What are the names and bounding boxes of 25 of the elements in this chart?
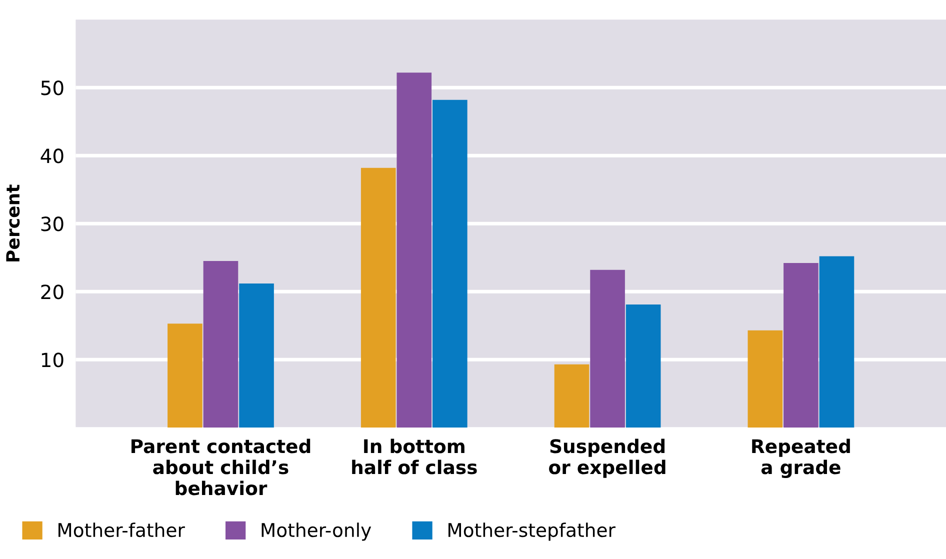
legend-label: Mother-only	[262, 522, 372, 541]
bar	[590, 270, 625, 428]
legend-label: Mother-father	[58, 522, 185, 538]
y-tick-label: 30	[41, 216, 64, 232]
y-tick-label: 10	[42, 352, 64, 368]
y-axis-title: Percent	[6, 184, 20, 262]
bar	[432, 100, 468, 428]
x-tick-label: Parent contacted about child’s behavior	[132, 438, 310, 496]
y-tick-label: 40	[40, 148, 64, 164]
bar	[168, 324, 202, 428]
bar	[396, 72, 432, 428]
bar	[203, 261, 238, 428]
bar	[554, 364, 590, 428]
y-tick-label: 20	[41, 284, 64, 300]
bar	[748, 330, 783, 428]
x-tick-label: In bottom half of class	[352, 438, 477, 474]
x-tick-label: Suspended or expelled	[549, 438, 666, 478]
bar	[819, 256, 854, 428]
x-tick-label: Repeated a grade	[752, 438, 850, 478]
legend-label: Mother-stepfather	[448, 522, 616, 541]
bar	[239, 283, 274, 428]
bar	[626, 304, 661, 428]
bar	[360, 168, 396, 428]
bar	[784, 263, 818, 428]
y-tick-label: 50	[41, 80, 64, 96]
